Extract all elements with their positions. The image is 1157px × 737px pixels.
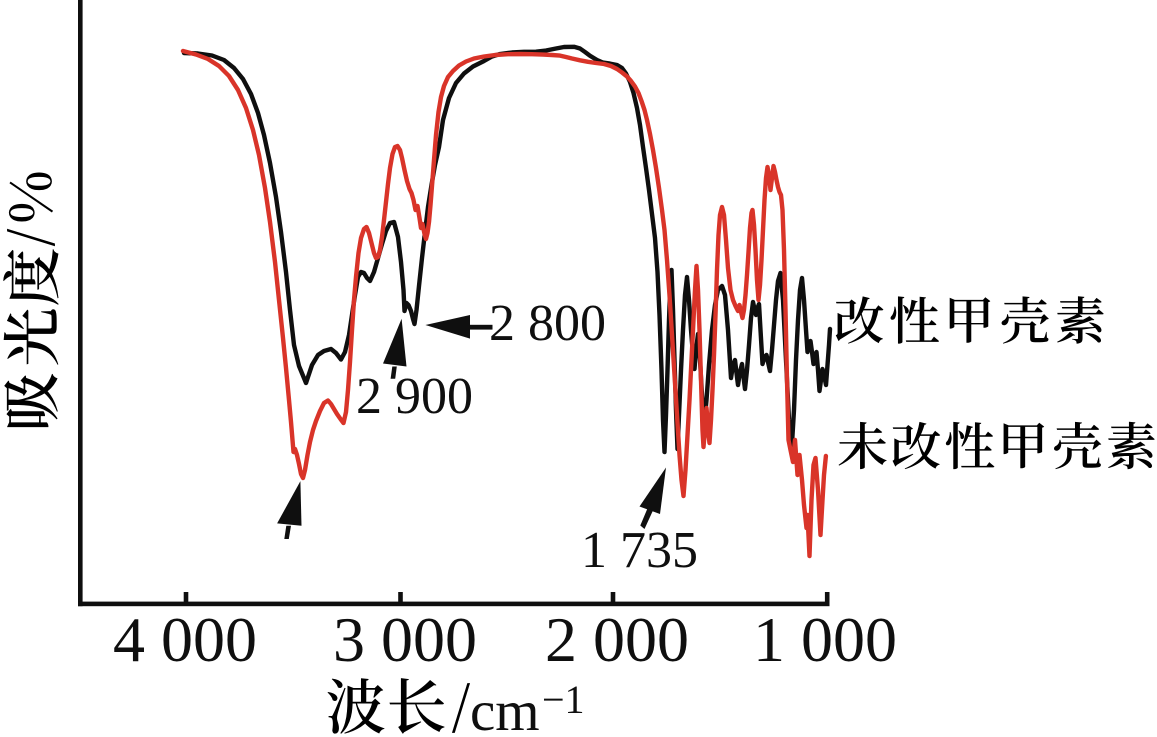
svg-text:cm: cm bbox=[470, 680, 540, 737]
svg-text:1 735: 1 735 bbox=[581, 522, 698, 579]
svg-text:1 000: 1 000 bbox=[753, 604, 897, 675]
svg-text:2 000: 2 000 bbox=[545, 604, 689, 675]
svg-text:2 800: 2 800 bbox=[489, 295, 606, 352]
svg-text:4 000: 4 000 bbox=[113, 604, 257, 675]
svg-text:3 000: 3 000 bbox=[333, 604, 477, 675]
svg-text:2 900: 2 900 bbox=[356, 368, 473, 425]
svg-text:−1: −1 bbox=[542, 677, 585, 722]
